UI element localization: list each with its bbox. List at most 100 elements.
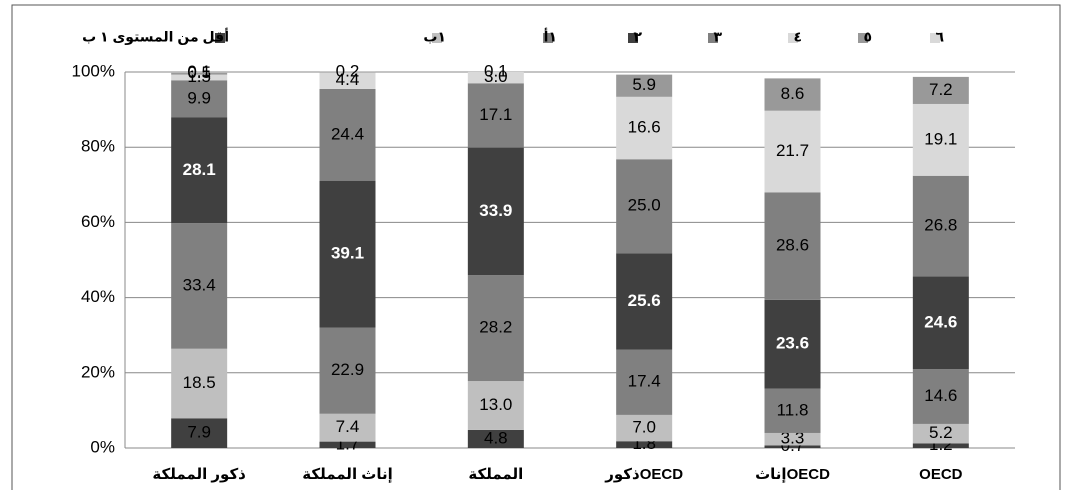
value-label: 7.9 [187,423,211,442]
value-label: 8.6 [781,84,805,103]
legend-swatch [628,33,638,43]
bar-segment [467,275,524,382]
legend-swatch [858,33,868,43]
bar-segment [764,192,821,300]
legend-label: ٤ [793,29,802,45]
bar-segment [171,72,228,75]
bar-segment [616,74,673,97]
bar-segment [764,299,821,389]
legend-label: ١ب [423,29,446,45]
value-label: 4.4 [336,70,360,89]
value-label: 16.6 [628,118,661,137]
legend-swatch [788,33,798,43]
bar-segment [171,117,228,224]
value-label: 33.4 [183,275,216,294]
bar-segment [319,180,376,328]
value-label: 19.1 [924,129,957,148]
value-label: 1.5 [187,67,211,86]
legend-label: أقل من المستوى ١ ب [82,28,229,46]
bar-segment [467,147,524,276]
y-tick-label: 80% [81,137,115,156]
bar-segment [616,349,673,415]
bar-segment [616,441,673,448]
value-label: 0.1 [484,61,508,80]
bar-segment [171,80,228,118]
bar-segment [912,276,969,370]
bar-segment [171,418,228,448]
bar-segment [467,83,524,148]
bar-segment [467,429,524,448]
bar-segment [912,175,969,277]
bar-segment [171,223,228,349]
bar-segment [764,110,821,193]
value-label: 33.9 [479,201,512,220]
value-label: 39.1 [331,244,364,263]
value-label: 22.9 [331,360,364,379]
y-tick-label: 100% [72,61,115,80]
legend-swatch [432,33,442,43]
value-label: 4.8 [484,428,508,447]
value-label: 26.8 [924,216,957,235]
bar-segment [912,423,969,444]
value-label: 25.6 [628,291,661,310]
value-label: 17.4 [628,372,661,391]
bar-segment [912,103,969,176]
bar-segment [319,413,376,442]
bar-segment [764,445,821,448]
bar-segment [912,443,969,448]
value-label: 14.6 [924,386,957,405]
legend-swatch [215,33,225,43]
bar-segment [467,72,524,84]
bar-segment [616,159,673,254]
value-label: 23.6 [776,334,809,353]
value-label: 7.2 [929,80,953,99]
x-tick-label: إناثOECD [755,466,830,483]
legend-label: ٦ [935,29,944,45]
value-label: 9.9 [187,88,211,107]
value-label: 0.2 [336,61,360,80]
value-label: 3.3 [781,429,805,448]
bar-segment [319,441,376,448]
bar-segment [616,414,673,442]
value-label: 18.5 [183,373,216,392]
legend-label: ٢ [633,29,642,45]
x-tick-label: إناث المملكة [302,466,392,483]
value-label: 28.2 [479,318,512,337]
bar-segment [319,72,376,89]
bar-segment [764,432,821,446]
value-label: 17.1 [479,105,512,124]
y-tick-label: 0% [90,437,115,456]
legend-swatch [708,33,718,43]
legend-label: ٣ [713,29,722,45]
y-tick-label: 60% [81,212,115,231]
x-tick-label: ذكور المملكة [152,466,246,483]
bar-segment [912,369,969,424]
bar-segment [171,74,228,81]
bar-segment [912,76,969,104]
value-label: 24.6 [924,312,957,331]
value-label: 13.0 [479,395,512,414]
value-label: 25.0 [628,196,661,215]
bar-segment [764,78,821,111]
bar-segment [616,96,673,160]
x-tick-label: OECD [919,466,963,483]
bar-segment [467,381,524,430]
bar-segment [319,327,376,414]
y-tick-label: 40% [81,287,115,306]
bar-segment [319,71,376,73]
chart-frame [11,4,1061,490]
x-tick-label: ذكورOECD [604,466,683,483]
legend-label: ١أ [544,28,557,45]
bar-segment [319,88,376,181]
value-label: 5.9 [632,75,656,94]
value-label: 0.1 [187,62,211,81]
value-label: 28.1 [183,160,216,179]
y-tick-label: 20% [81,362,115,381]
value-label: 7.4 [336,417,360,436]
value-label: 5.2 [929,423,953,442]
value-label: 21.7 [776,141,809,160]
bar-segment [171,348,228,419]
value-label: 28.6 [776,236,809,255]
x-tick-label: المملكة [468,466,523,483]
